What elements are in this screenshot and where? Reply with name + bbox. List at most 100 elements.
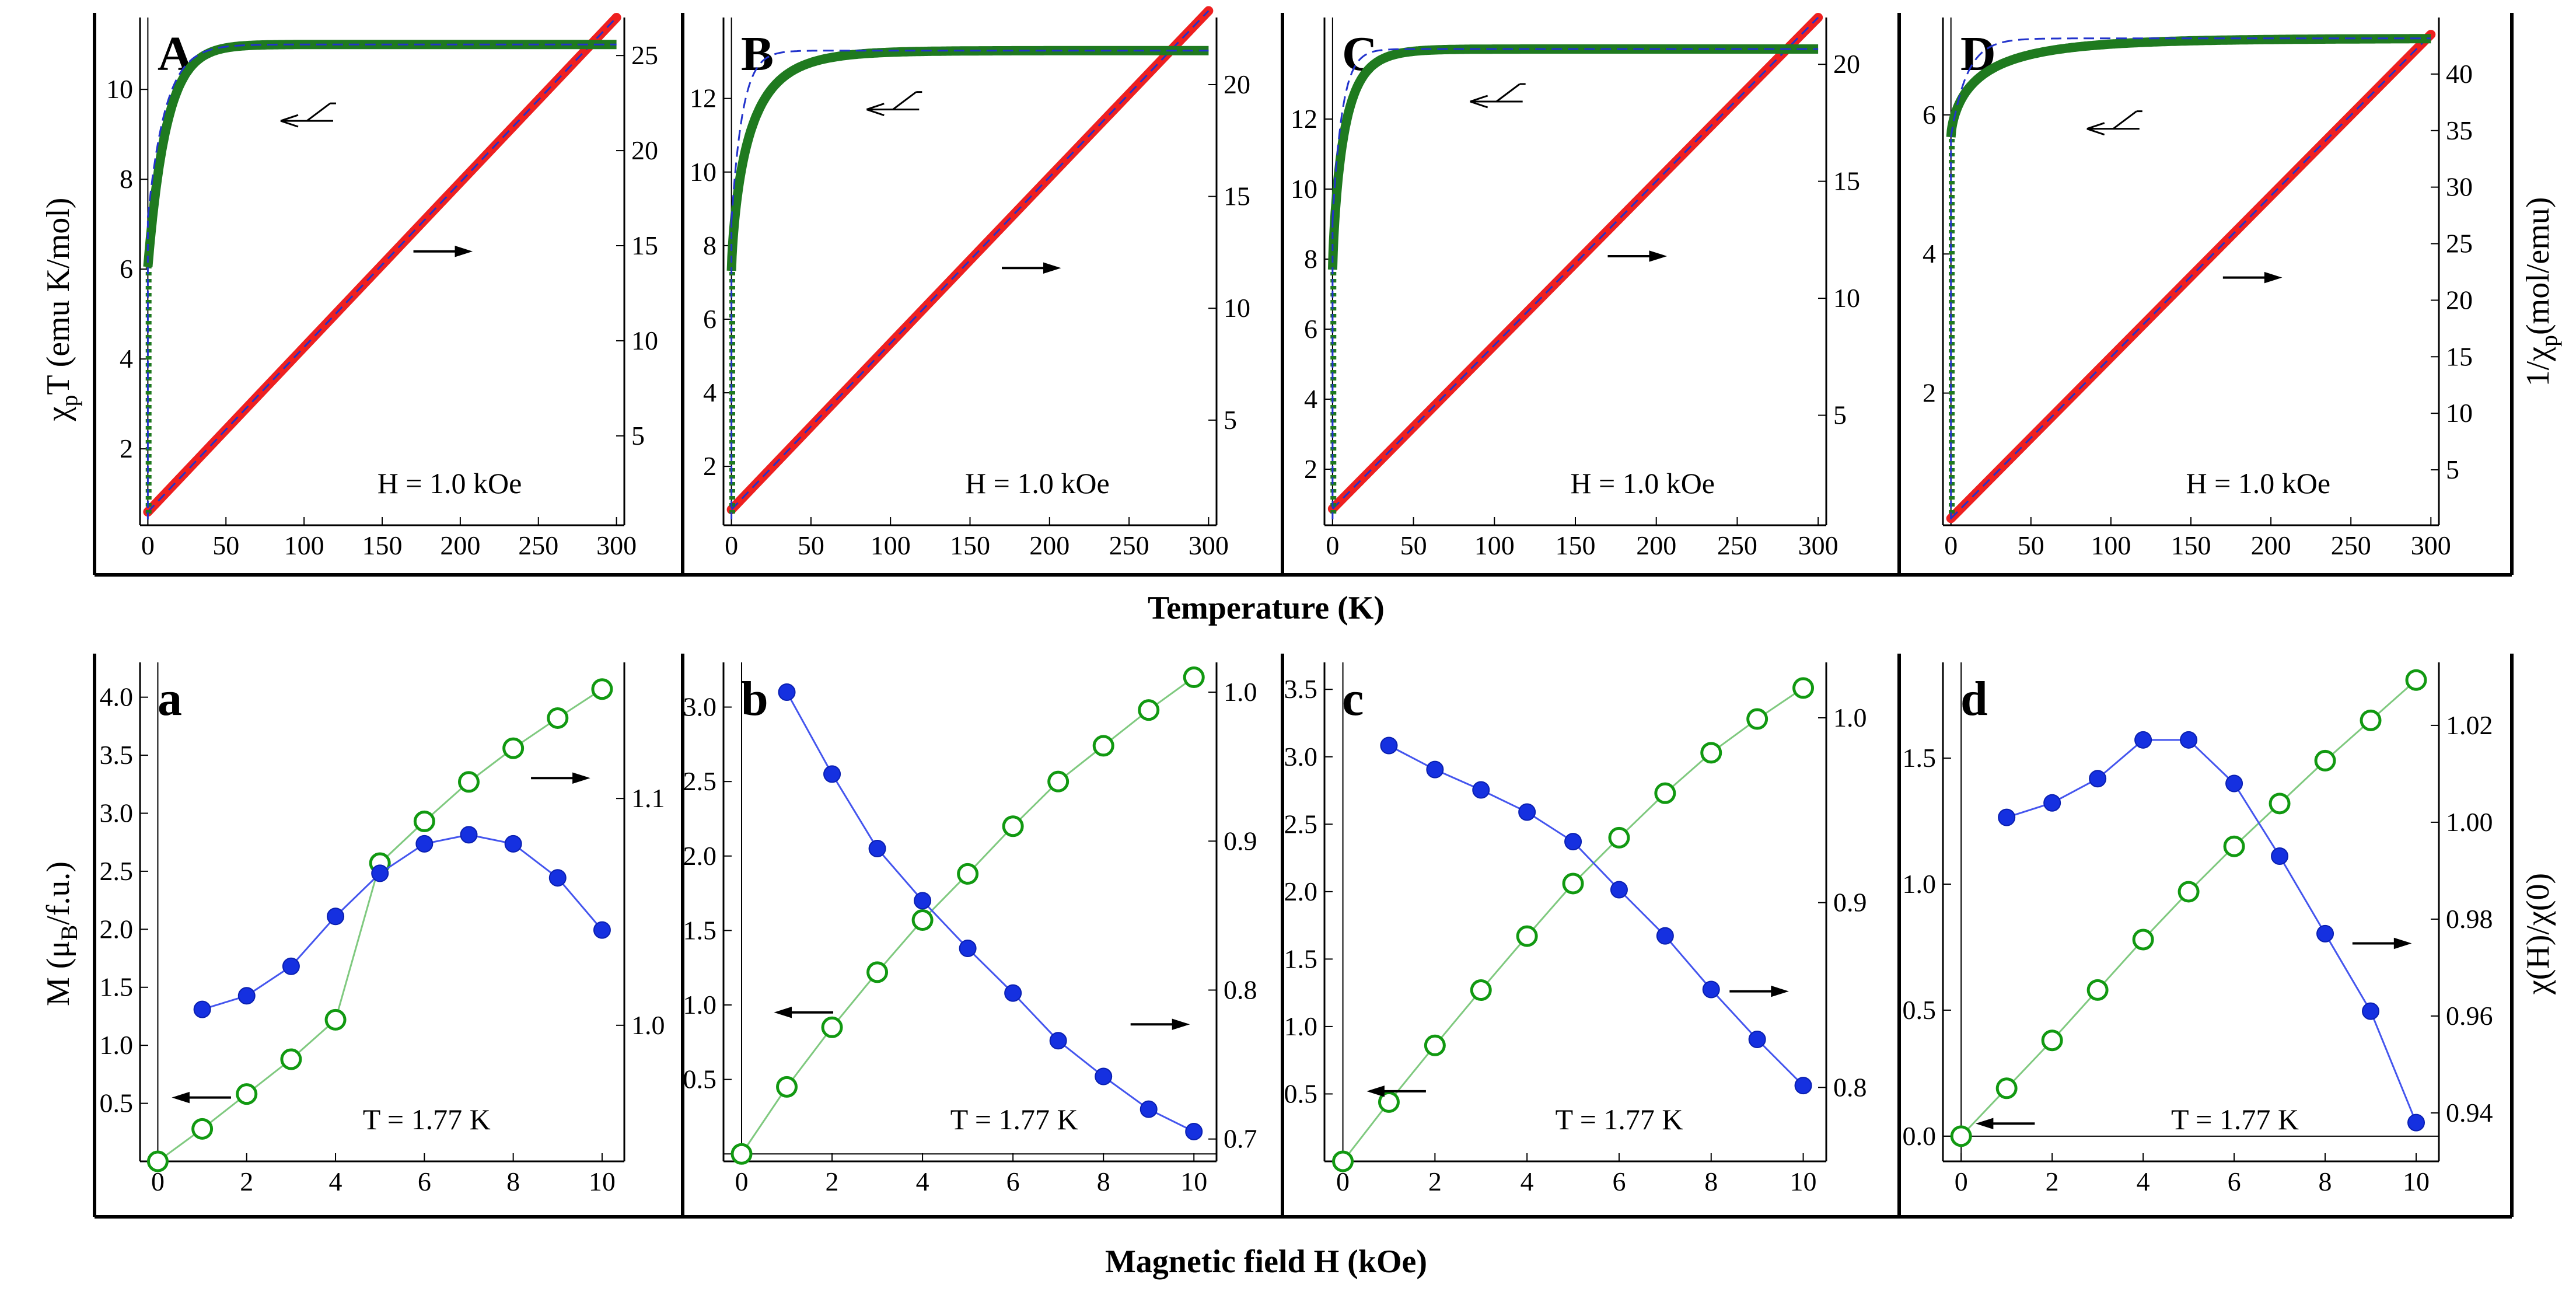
magnetization-point	[1332, 1150, 1354, 1172]
magnetization-point	[324, 1008, 347, 1031]
y-right-tick-label: 1.0	[1833, 703, 1867, 732]
top-x-axis-label: Temperature (K)	[1148, 590, 1385, 626]
ratio-point	[1702, 980, 1720, 999]
y-right-tick-label: 0.94	[2446, 1098, 2493, 1128]
magnetization-point	[1183, 666, 1205, 689]
ratio-line	[2006, 739, 2417, 1123]
field-annotation: T = 1.77 K	[363, 1103, 491, 1136]
x-tick-label: 100	[871, 530, 911, 560]
y-left-tick-label: 0.5	[1903, 995, 1937, 1025]
x-tick-label: 100	[1474, 530, 1515, 560]
y-right-tick-label: 25	[2446, 229, 2473, 259]
y-right-tick-label: 0.9	[1224, 826, 1257, 856]
y-right-tick-label: 15	[2446, 341, 2473, 371]
x-tick-label: 10	[1180, 1167, 1207, 1196]
arrow-left-axis	[280, 102, 336, 128]
y-left-tick-label: 1.5	[1284, 944, 1318, 973]
ratio-point	[1095, 1067, 1113, 1085]
top-right-y-axis-label: 1/χp(mol/emu)	[2520, 197, 2562, 387]
ratio-point	[1426, 760, 1444, 779]
arrow-right-axis	[1607, 250, 1668, 262]
ratio-point	[2316, 924, 2334, 943]
arrow-left-axis	[774, 1007, 834, 1018]
x-tick-label: 6	[1612, 1167, 1626, 1196]
x-tick-label: 2	[2046, 1167, 2059, 1196]
x-tick-label: 50	[1400, 530, 1427, 560]
y-right-tick-label: 5	[1224, 405, 1237, 435]
ratio-point	[193, 1000, 211, 1018]
y-left-tick-label: 12	[690, 83, 716, 113]
magnetization-point	[2177, 881, 2200, 903]
x-tick-label: 6	[418, 1167, 431, 1196]
y-right-tick-label: 20	[631, 135, 658, 165]
ratio-point	[959, 940, 977, 958]
y-left-tick-label: 8	[703, 231, 716, 260]
chart-panel-B: 0 50 100 150 200 250 300 2 4 6 8 10 12 5 10 15 20 B H = 1.…	[690, 6, 1250, 560]
y-left-tick-label: 2.0	[1284, 877, 1318, 906]
y-right-tick-label: 1.02	[2446, 710, 2493, 740]
ratio-point	[778, 683, 796, 701]
x-tick-label: 8	[2319, 1167, 2332, 1196]
y-right-tick-label: 0.9	[1833, 888, 1867, 917]
y-right-tick-label: 0.96	[2446, 1001, 2493, 1031]
y-left-tick-label: 8	[1304, 244, 1317, 274]
magnetization-point	[1562, 872, 1584, 895]
x-tick-label: 2	[1428, 1167, 1442, 1196]
ratio-point	[237, 987, 256, 1005]
field-annotation: H = 1.0 kOe	[2186, 467, 2331, 500]
magnetization-point	[2132, 929, 2154, 951]
x-tick-label: 10	[1790, 1167, 1817, 1196]
y-left-tick-label: 10	[690, 157, 716, 187]
y-left-tick-label: 1.0	[683, 990, 717, 1020]
magnetization-point	[2360, 709, 2382, 731]
ratio-point	[1518, 803, 1536, 821]
ratio-point	[1004, 984, 1022, 1002]
ratio-point	[1610, 881, 1628, 899]
y-right-tick-label: 0.7	[1224, 1124, 1257, 1154]
chiT-fit-curve	[1950, 37, 2431, 138]
chart-panel-b: 0 2 4 6 8 10 0.5 1.0 1.5 2.0 2.5 3.0 0.7 0.8 0.9 1.0 b T …	[683, 662, 1257, 1196]
x-tick-label: 300	[2411, 530, 2451, 560]
magnetization-point	[1654, 782, 1676, 804]
arrow-right-axis	[1002, 262, 1061, 274]
y-left-tick-label: 4	[120, 344, 133, 374]
y-left-tick-label: 0.0	[1903, 1121, 1937, 1151]
x-tick-label: 0	[1944, 530, 1958, 560]
ratio-point	[327, 907, 345, 926]
y-left-tick-label: 3.0	[683, 692, 717, 722]
panel-borders	[93, 13, 2514, 1219]
chiT-curve	[143, 40, 620, 267]
chart-panel-d: 0 2 4 6 8 10 0.0 0.5 1.0 1.5 0.94 0.96 0.98 1.00 1.02 d…	[1903, 662, 2493, 1196]
x-tick-label: 250	[2331, 530, 2371, 560]
x-tick-label: 50	[798, 530, 824, 560]
magnetization-point	[591, 678, 613, 700]
y-left-tick-label: 12	[1291, 104, 1317, 134]
x-tick-label: 300	[1189, 530, 1229, 560]
y-left-tick-label: 2	[1923, 378, 1936, 408]
x-tick-label: 250	[1717, 530, 1757, 560]
y-right-tick-label: 30	[2446, 172, 2473, 202]
magnetization-point	[1002, 815, 1024, 837]
y-right-tick-label: 10	[2446, 398, 2473, 428]
magnetization-point	[413, 810, 435, 832]
x-tick-label: 150	[362, 530, 403, 560]
inverse-susceptibility-fit	[1331, 16, 1819, 509]
arrow-right-axis	[1729, 985, 1789, 997]
magnetization-point	[821, 1016, 843, 1038]
y-left-tick-label: 1.5	[1903, 743, 1937, 773]
ratio-point	[2271, 847, 2289, 865]
y-left-tick-label: 10	[1291, 174, 1317, 204]
magnetization-point	[1700, 742, 1722, 764]
ratio-line	[202, 833, 603, 1011]
y-right-tick-label: 0.98	[2446, 904, 2493, 934]
y-right-tick-label: 15	[631, 231, 658, 260]
ratio-point	[2134, 731, 2152, 749]
y-left-tick-label: 1.5	[683, 915, 717, 945]
y-left-tick-label: 4	[1304, 384, 1317, 414]
x-tick-label: 150	[950, 530, 990, 560]
magnetization-point	[730, 1143, 753, 1165]
field-annotation: H = 1.0 kOe	[1570, 467, 1715, 500]
x-tick-label: 100	[2091, 530, 2131, 560]
ratio-point	[1794, 1077, 1812, 1095]
